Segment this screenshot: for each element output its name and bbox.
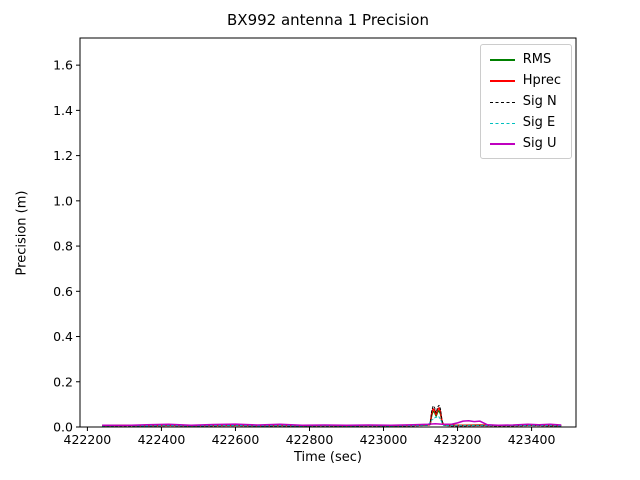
legend-label: Sig U — [522, 136, 557, 151]
y-tick-label: 0.0 — [53, 420, 73, 435]
legend: RMS Hprec Sig N Sig E Sig U — [479, 44, 572, 159]
y-tick-label: 1.2 — [53, 148, 73, 163]
y-tick-label: 1.0 — [53, 193, 73, 208]
series-line-sig-e — [102, 416, 562, 427]
legend-label: Sig E — [522, 115, 556, 130]
x-tick-label: 422800 — [286, 432, 334, 447]
series-line-hprec — [102, 407, 562, 427]
y-tick-label: 1.6 — [53, 58, 73, 73]
legend-line-sample — [489, 101, 515, 103]
legend-item: Sig N — [489, 94, 561, 110]
legend-label: RMS — [522, 52, 552, 67]
x-tick-label: 423400 — [508, 432, 556, 447]
y-tick-label: 0.4 — [53, 329, 73, 344]
series-group — [102, 404, 562, 427]
legend-label: Hprec — [522, 73, 561, 88]
axes-frame — [79, 37, 577, 428]
legend-line-sample — [489, 143, 515, 145]
x-axis-label: Time (sec) — [293, 450, 362, 465]
y-tick-label: 1.4 — [53, 103, 73, 118]
legend-item: RMS — [489, 52, 561, 68]
x-tick-label: 422600 — [212, 432, 260, 447]
x-tick-label: 422400 — [138, 432, 186, 447]
legend-item: Sig E — [489, 115, 561, 131]
legend-item: Hprec — [489, 73, 561, 89]
legend-line-sample — [489, 59, 515, 61]
legend-line-sample — [489, 122, 515, 124]
y-tick-label: 0.8 — [53, 239, 73, 254]
y-tick-label: 0.6 — [53, 284, 73, 299]
series-line-rms — [102, 409, 562, 427]
y-tick-label: 0.2 — [53, 374, 73, 389]
legend-label: Sig N — [522, 94, 557, 109]
x-tick-label: 423000 — [360, 432, 408, 447]
series-line-sig-n — [102, 404, 562, 427]
legend-line-sample — [489, 80, 515, 82]
legend-item: Sig U — [489, 136, 561, 152]
x-tick-label: 422200 — [64, 432, 112, 447]
x-tick-label: 423200 — [434, 432, 482, 447]
series-line-sig-u — [102, 419, 562, 427]
chart-title: BX992 antenna 1 Precision — [227, 11, 429, 29]
